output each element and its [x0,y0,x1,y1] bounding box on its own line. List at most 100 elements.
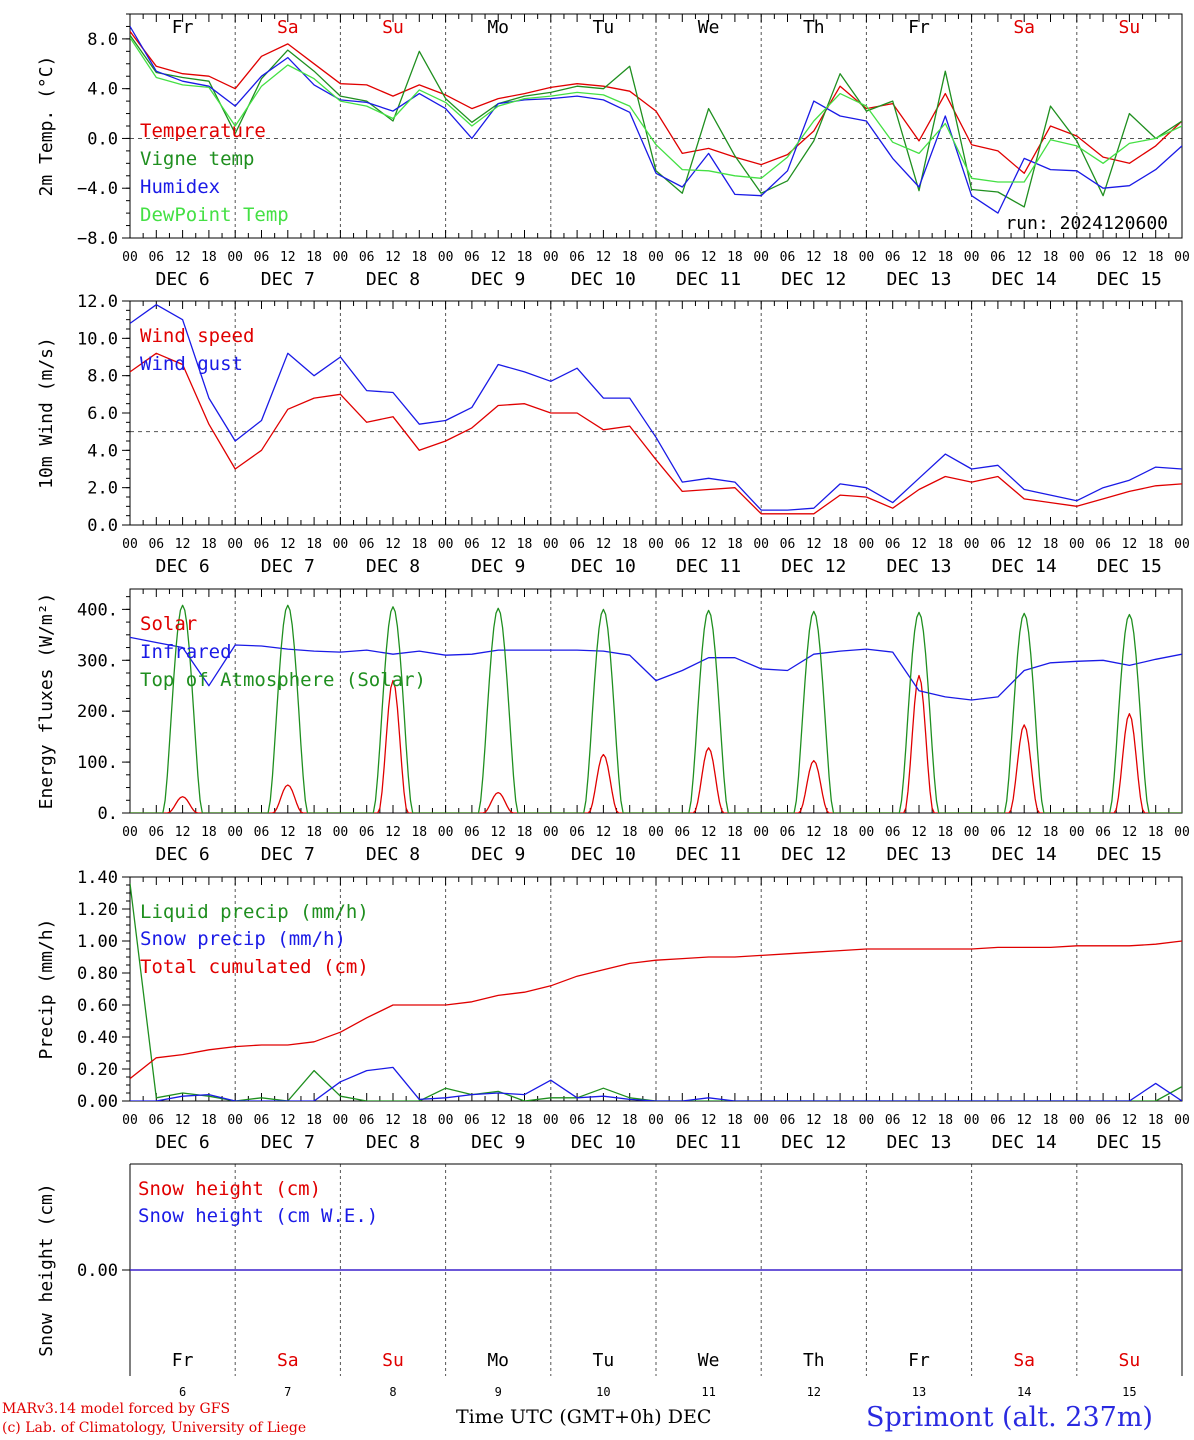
y-tick-label: 12.0 [77,292,118,312]
hour-tick-label: 00 [438,537,454,552]
day-abbr-label: Tu [593,1350,615,1371]
hour-tick-label: 00 [648,1113,664,1128]
hour-tick-label: 00 [964,537,980,552]
hour-tick-label: 00 [1174,537,1190,552]
hour-tick-label: 12 [806,537,822,552]
date-label: DEC 12 [781,556,846,577]
date-label: DEC 12 [781,269,846,290]
hour-tick-label: 06 [674,1113,690,1128]
hour-tick-label: 18 [727,825,743,840]
y-tick-label: 10.0 [77,329,118,349]
hour-tick-label: 18 [517,537,533,552]
hour-tick-label: 18 [1043,537,1059,552]
y-tick-label: 1.20 [77,900,118,920]
y-tick-label: 0.20 [77,1060,118,1080]
day-abbr-label: Fr [172,1350,194,1371]
hour-tick-label: 12 [280,1113,296,1128]
hour-tick-label: 18 [727,250,743,265]
y-axis-label: 2m Temp. (°C) [36,56,57,197]
date-label: DEC 14 [992,556,1057,577]
hour-tick-label: 18 [832,1113,848,1128]
date-label: DEC 11 [676,556,741,577]
hour-tick-label: 18 [201,250,217,265]
day-abbr-label: Su [1119,1350,1141,1371]
hour-tick-label: 00 [753,825,769,840]
hour-tick-label: 18 [832,825,848,840]
hour-tick-label: 06 [464,537,480,552]
hour-tick-label: 12 [911,1113,927,1128]
hour-tick-label: 06 [569,825,585,840]
y-tick-label: 0. [98,804,118,824]
hour-tick-label: 00 [227,250,243,265]
hour-tick-label: 06 [885,825,901,840]
hour-tick-label: 06 [990,537,1006,552]
hour-tick-label: 00 [1069,825,1085,840]
hour-tick-label: 06 [359,825,375,840]
series-line-wind-gust [130,304,1182,511]
series-line-solar [130,674,1182,813]
hour-tick-label: 12 [385,537,401,552]
y-tick-label: 4.0 [87,441,118,461]
hour-tick-label: 12 [701,537,717,552]
series-group [130,304,1182,515]
hour-tick-label: 00 [964,250,980,265]
day-number-label: 10 [596,1385,610,1399]
hour-tick-label: 18 [306,250,322,265]
date-label: DEC 12 [781,1132,846,1153]
hour-tick-label: 00 [333,537,349,552]
temperature-panel: 8.0 4.0 0.0 −4.0 −8.0 2m Temp. (°C) Fr Sa Su Mo Tu… [36,13,1190,290]
date-label: DEC 6 [156,556,210,577]
y-tick-label: 0.0 [87,516,118,536]
y-tick-label: 4.0 [87,80,118,100]
date-label: DEC 10 [571,844,636,865]
hour-tick-label: 12 [596,250,612,265]
day-number-label: 12 [807,1385,821,1399]
hour-tick-label: 18 [1148,250,1164,265]
hour-tick-label: 12 [1122,537,1138,552]
hour-tick-label: 00 [227,1113,243,1128]
series-line-total-cumulated-cm [130,940,1182,1080]
plot-frame [129,300,1183,526]
series-line-infrared [130,636,1182,701]
hour-tick-label: 12 [490,825,506,840]
legend-entry: Wind speed [140,325,254,347]
date-label: DEC 11 [676,1132,741,1153]
hour-tick-label: 12 [175,537,191,552]
hour-tick-label: 18 [937,250,953,265]
date-label: DEC 10 [571,1132,636,1153]
date-label: DEC 14 [992,844,1057,865]
series-line-wind-speed [130,352,1182,515]
day-abbr-label: Sa [277,17,299,38]
hour-tick-label: 18 [937,1113,953,1128]
hour-tick-label: 06 [674,825,690,840]
series-line-top-of-atmosphere-solar [130,604,1182,813]
hour-tick-label: 06 [569,537,585,552]
hour-tick-label: 00 [1174,1113,1190,1128]
hour-tick-label: 12 [1016,825,1032,840]
hour-tick-label: 12 [1122,825,1138,840]
date-label: DEC 15 [1097,1132,1162,1153]
hour-tick-label: 00 [753,537,769,552]
y-axis-label: Energy fluxes (W/m²) [36,593,57,810]
y-axis-label: Precip (mm/h) [36,919,57,1060]
hour-tick-label: 12 [280,537,296,552]
hour-tick-label: 18 [727,537,743,552]
hour-tick-label: 00 [227,825,243,840]
hour-tick-label: 12 [1122,1113,1138,1128]
hour-tick-label: 00 [438,825,454,840]
hour-tick-label: 18 [306,1113,322,1128]
day-abbr-label: Su [382,17,404,38]
y-tick-label: 400. [77,600,118,620]
hour-tick-label: 00 [859,825,875,840]
day-number-label: 13 [912,1385,926,1399]
hour-tick-label: 18 [306,537,322,552]
hour-tick-label: 12 [175,825,191,840]
y-tick-label: 1.40 [77,868,118,888]
hour-tick-label: 00 [122,537,138,552]
hour-tick-label: 06 [148,537,164,552]
x-axis-title: Time UTC (GMT+0h) DEC [456,1406,712,1428]
hour-tick-label: 06 [464,1113,480,1128]
y-tick-label: 0.60 [77,996,118,1016]
day-number-label: 11 [701,1385,715,1399]
date-label: DEC 13 [886,1132,951,1153]
